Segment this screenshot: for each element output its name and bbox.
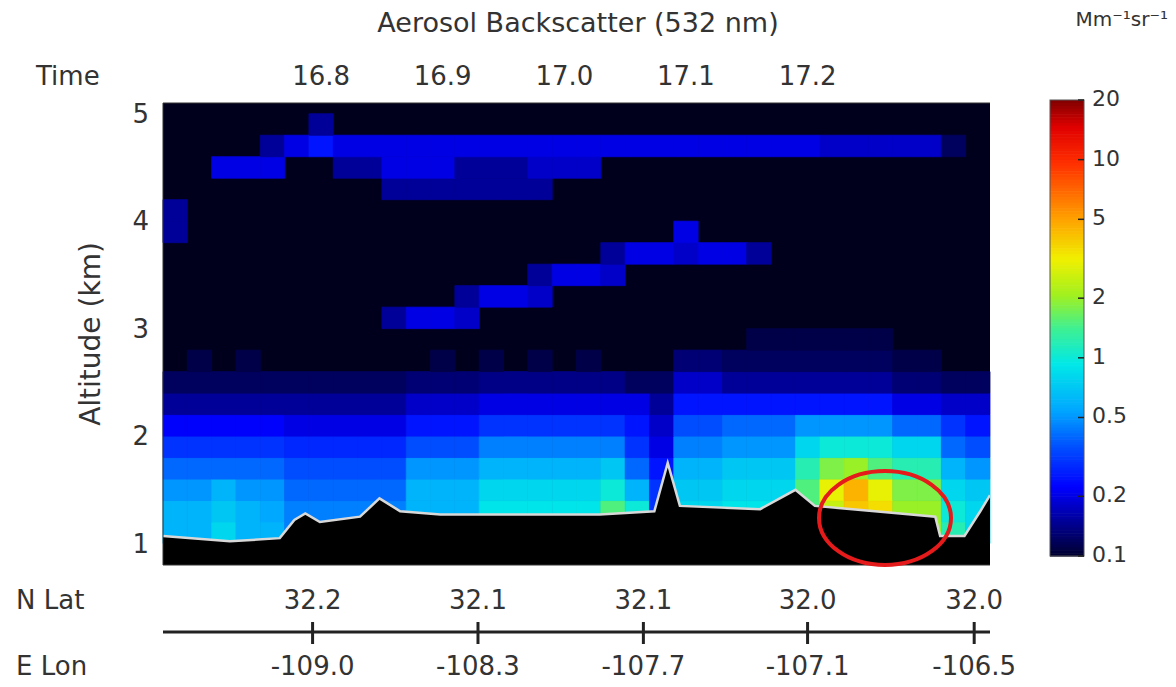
svg-text:Altitude (km): Altitude (km): [74, 242, 107, 426]
svg-text:20: 20: [1092, 86, 1120, 111]
svg-text:-109.0: -109.0: [271, 651, 355, 681]
svg-text:32.2: 32.2: [284, 585, 342, 615]
svg-text:E Lon: E Lon: [16, 651, 87, 681]
svg-text:-108.3: -108.3: [436, 651, 520, 681]
svg-text:32.1: 32.1: [614, 585, 672, 615]
svg-text:N Lat: N Lat: [16, 585, 84, 615]
svg-text:0.2: 0.2: [1092, 482, 1127, 507]
svg-text:-107.7: -107.7: [601, 651, 685, 681]
svg-text:16.9: 16.9: [414, 61, 472, 91]
svg-text:32.1: 32.1: [449, 585, 507, 615]
svg-text:10: 10: [1092, 146, 1120, 171]
svg-text:5: 5: [1092, 205, 1106, 230]
svg-text:17.1: 17.1: [657, 61, 715, 91]
svg-text:17.2: 17.2: [779, 61, 837, 91]
svg-text:32.0: 32.0: [945, 585, 1003, 615]
svg-text:4: 4: [132, 206, 149, 236]
svg-text:3: 3: [132, 314, 149, 344]
svg-text:0.1: 0.1: [1092, 542, 1127, 567]
svg-text:1: 1: [132, 529, 149, 559]
svg-text:16.8: 16.8: [292, 61, 350, 91]
svg-text:0.5: 0.5: [1092, 403, 1127, 428]
svg-text:Mm⁻¹sr⁻¹: Mm⁻¹sr⁻¹: [1075, 7, 1168, 31]
svg-text:2: 2: [132, 421, 149, 451]
svg-text:32.0: 32.0: [779, 585, 837, 615]
svg-text:Time: Time: [35, 61, 100, 91]
svg-text:17.0: 17.0: [535, 61, 593, 91]
svg-text:-106.5: -106.5: [932, 651, 1016, 681]
svg-text:-107.1: -107.1: [766, 651, 850, 681]
svg-text:5: 5: [132, 99, 149, 129]
svg-text:1: 1: [1092, 344, 1106, 369]
svg-text:Aerosol Backscatter (532 nm): Aerosol Backscatter (532 nm): [377, 7, 778, 38]
svg-text:2: 2: [1092, 284, 1106, 309]
